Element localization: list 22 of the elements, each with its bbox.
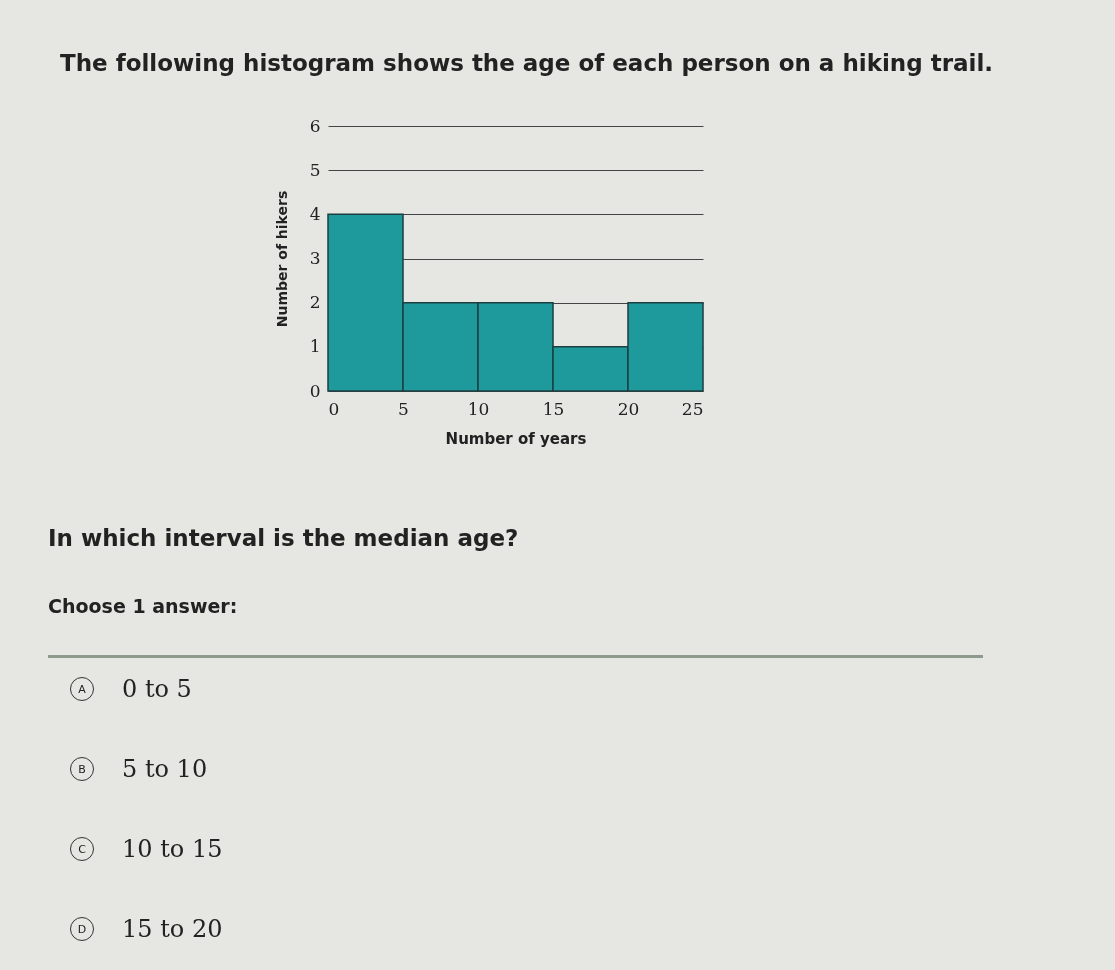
y-tick-label: 1 xyxy=(309,336,321,357)
y-tick-label: 0 xyxy=(309,380,321,401)
text: In which interval is the median age? xyxy=(48,525,519,551)
text: Choose 1 answer: xyxy=(48,595,238,617)
y-tick-label: 6 xyxy=(309,115,321,136)
x-tick-label: 20 xyxy=(617,398,640,419)
x-tick-label: 5 xyxy=(398,398,409,419)
y-tick-label: 5 xyxy=(309,159,321,180)
text: A 0 to 5 xyxy=(78,675,192,703)
chart-title: The following histogram shows the age of each person on a hiking trail. xyxy=(60,50,994,76)
x-tick-label: 25 xyxy=(681,398,704,419)
text: D 15 to 20 xyxy=(77,915,223,943)
y-tick-label: 2 xyxy=(309,292,321,313)
x-tick-label: 0 xyxy=(328,398,340,419)
y-tick-label: 4 xyxy=(309,203,321,224)
text: C 10 to 15 xyxy=(78,835,223,863)
x-axis-title: Number of years xyxy=(445,429,587,448)
x-tick-label: 15 xyxy=(542,398,565,419)
text: B 5 to 10 xyxy=(78,755,208,783)
y-tick-label: 3 xyxy=(309,248,321,268)
y-axis-title: Number of hikers xyxy=(273,190,290,328)
x-tick-label: 10 xyxy=(467,398,490,419)
